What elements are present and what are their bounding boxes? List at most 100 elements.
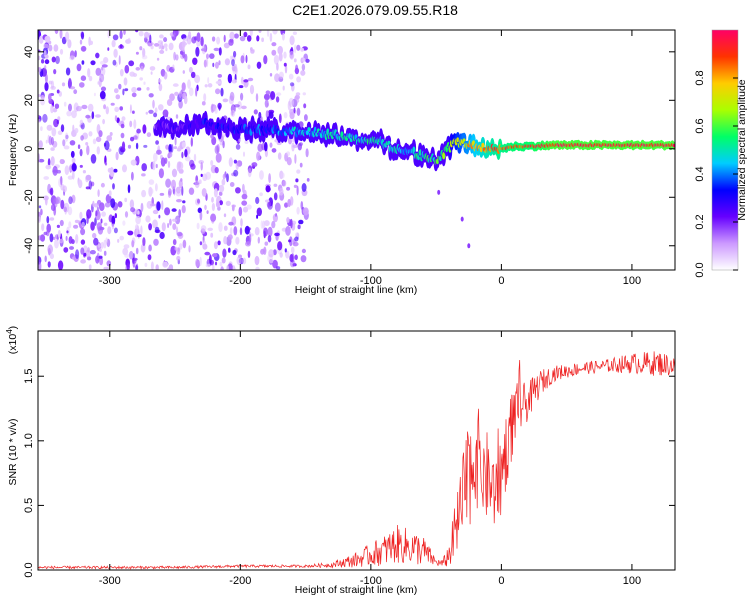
outlier-speckle xyxy=(460,216,464,222)
noise-speckle xyxy=(235,161,239,171)
noise-speckle xyxy=(147,254,152,261)
noise-speckle xyxy=(188,187,195,195)
noise-speckle xyxy=(289,82,295,87)
noise-speckle xyxy=(63,247,69,253)
noise-speckle xyxy=(232,264,235,270)
noise-speckle xyxy=(167,151,173,158)
noise-speckle xyxy=(52,236,56,240)
noise-speckle xyxy=(158,168,164,179)
noise-speckle xyxy=(44,82,49,92)
noise-speckle xyxy=(233,159,237,164)
noise-speckle xyxy=(79,82,85,88)
noise-speckle xyxy=(80,135,84,141)
noise-speckle xyxy=(159,192,165,196)
noise-speckle xyxy=(149,34,152,44)
noise-speckle xyxy=(95,114,101,118)
noise-speckle xyxy=(135,208,139,215)
noise-speckle xyxy=(212,263,215,270)
noise-speckle xyxy=(156,201,161,211)
noise-speckle xyxy=(137,234,142,238)
noise-speckle xyxy=(120,132,125,139)
noise-speckle xyxy=(214,61,219,69)
noise-speckle xyxy=(289,35,295,46)
noise-speckle xyxy=(100,182,105,188)
noise-speckle xyxy=(80,247,85,255)
noise-speckle xyxy=(305,148,309,158)
noise-speckle xyxy=(215,88,221,95)
noise-speckle xyxy=(289,111,295,120)
noise-speckle xyxy=(199,241,203,246)
noise-speckle xyxy=(56,119,60,125)
noise-speckle xyxy=(273,183,278,187)
noise-speckle xyxy=(206,53,209,60)
noise-speckle xyxy=(150,71,153,75)
noise-speckle xyxy=(214,261,218,266)
snr-scale-exp: 4 xyxy=(5,329,14,334)
noise-speckle xyxy=(212,62,215,68)
noise-speckle xyxy=(95,255,100,264)
x-tick-label: -300 xyxy=(99,275,121,287)
noise-speckle xyxy=(63,145,70,150)
noise-speckle xyxy=(132,110,135,114)
noise-speckle xyxy=(141,163,147,172)
noise-speckle xyxy=(173,187,176,196)
noise-speckle xyxy=(190,137,193,147)
noise-speckle xyxy=(79,148,83,157)
y-tick-label: 0 xyxy=(23,146,35,152)
noise-speckle xyxy=(228,38,234,46)
noise-speckle xyxy=(181,141,186,148)
noise-speckle xyxy=(113,227,118,234)
noise-speckle xyxy=(141,173,146,177)
noise-speckle xyxy=(165,178,172,188)
noise-speckle xyxy=(50,80,55,89)
noise-speckle xyxy=(69,246,74,250)
noise-speckle xyxy=(97,189,100,198)
noise-speckle xyxy=(86,214,89,225)
noise-speckle xyxy=(158,83,163,92)
noise-speckle xyxy=(158,104,164,111)
noise-speckle xyxy=(241,105,247,110)
noise-speckle xyxy=(279,252,283,258)
noise-speckle xyxy=(75,234,79,244)
noise-speckle xyxy=(146,132,152,138)
noise-speckle xyxy=(113,168,118,173)
noise-speckle xyxy=(136,87,142,91)
noise-speckle xyxy=(295,232,300,238)
noise-speckle xyxy=(243,31,248,38)
noise-speckle xyxy=(127,184,131,194)
noise-speckle xyxy=(217,240,221,246)
snr-x-label: Height of straight line (km) xyxy=(295,584,418,596)
y-tick-label: -40 xyxy=(23,238,35,254)
noise-speckle xyxy=(105,106,110,115)
noise-speckle xyxy=(168,42,174,51)
noise-speckle xyxy=(51,56,56,63)
noise-speckle xyxy=(176,231,183,237)
noise-speckle xyxy=(272,30,278,35)
noise-speckle xyxy=(38,94,41,98)
noise-speckle xyxy=(238,85,244,89)
noise-speckle xyxy=(232,249,237,256)
noise-speckle xyxy=(175,186,181,194)
noise-speckle xyxy=(182,70,185,74)
noise-speckle xyxy=(43,50,47,58)
noise-speckle xyxy=(182,200,186,204)
noise-speckle xyxy=(161,200,164,211)
colorbar-tick-label: 0.6 xyxy=(694,118,706,133)
noise-speckle xyxy=(289,254,294,263)
noise-speckle xyxy=(159,34,164,39)
noise-speckle xyxy=(88,75,93,82)
noise-speckle xyxy=(304,114,308,122)
noise-speckle xyxy=(162,261,169,268)
noise-speckle xyxy=(92,232,97,239)
noise-speckle xyxy=(293,107,296,114)
noise-speckle xyxy=(68,236,73,244)
noise-speckle xyxy=(231,59,235,66)
noise-speckle xyxy=(59,159,63,164)
noise-speckle xyxy=(278,113,282,124)
noise-speckle xyxy=(213,47,220,52)
noise-speckle xyxy=(296,76,301,83)
noise-speckle xyxy=(80,31,85,40)
noise-speckle xyxy=(280,172,285,179)
noise-speckle xyxy=(88,131,93,137)
